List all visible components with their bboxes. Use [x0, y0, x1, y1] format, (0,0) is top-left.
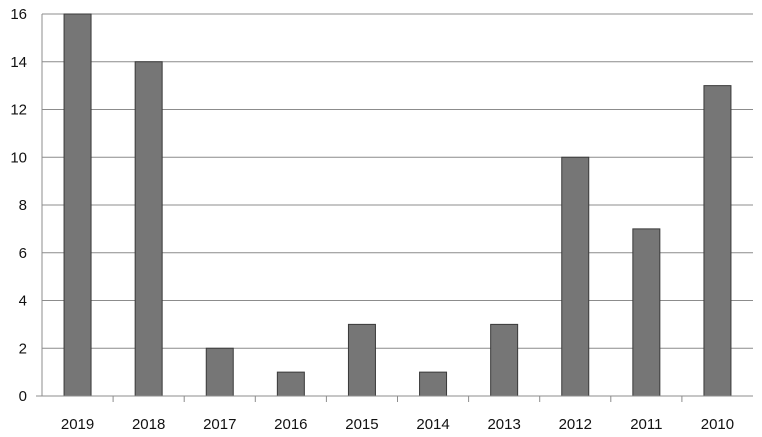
x-tick-label: 2013: [487, 416, 520, 433]
axes: [36, 14, 753, 397]
x-tick-label: 2012: [559, 416, 592, 433]
bar-2014: [419, 371, 448, 397]
y-axis-tick-labels: 0 2 4 6 8 10 12 14 16: [10, 6, 27, 405]
x-tick-label: 2011: [630, 416, 662, 433]
bars: [63, 13, 732, 397]
bar-2018: [134, 61, 163, 397]
y-tick-label: 0: [19, 388, 27, 405]
x-tick-label: 2015: [345, 416, 378, 433]
x-tick-label: 2019: [61, 416, 94, 433]
bar-2012: [561, 156, 590, 397]
bar-2011: [632, 228, 661, 397]
x-tick-label: 2017: [203, 416, 236, 433]
x-axis-tick-labels: 2019 2018 2017 2016 2015 2014 2013 2012 2011 2010: [61, 396, 734, 433]
bar-2016: [276, 371, 305, 397]
y-tick-label: 16: [10, 6, 27, 23]
y-tick-label: 8: [19, 197, 27, 214]
x-tick-label: 2014: [416, 416, 449, 433]
y-tick-label: 4: [19, 293, 27, 310]
x-tick-label: 2010: [701, 416, 734, 433]
bar-2010: [703, 85, 732, 397]
x-tick-label: 2018: [132, 416, 165, 433]
y-tick-label: 6: [19, 245, 27, 262]
bar-2015: [347, 323, 376, 397]
bar-2013: [490, 323, 519, 397]
bar-2017: [205, 347, 234, 397]
y-tick-label: 12: [10, 102, 27, 119]
y-tick-label: 2: [19, 340, 27, 357]
x-tick-label: 2016: [274, 416, 307, 433]
y-tick-label: 10: [10, 149, 27, 166]
bar-2019: [63, 13, 92, 397]
y-tick-label: 14: [10, 54, 27, 71]
